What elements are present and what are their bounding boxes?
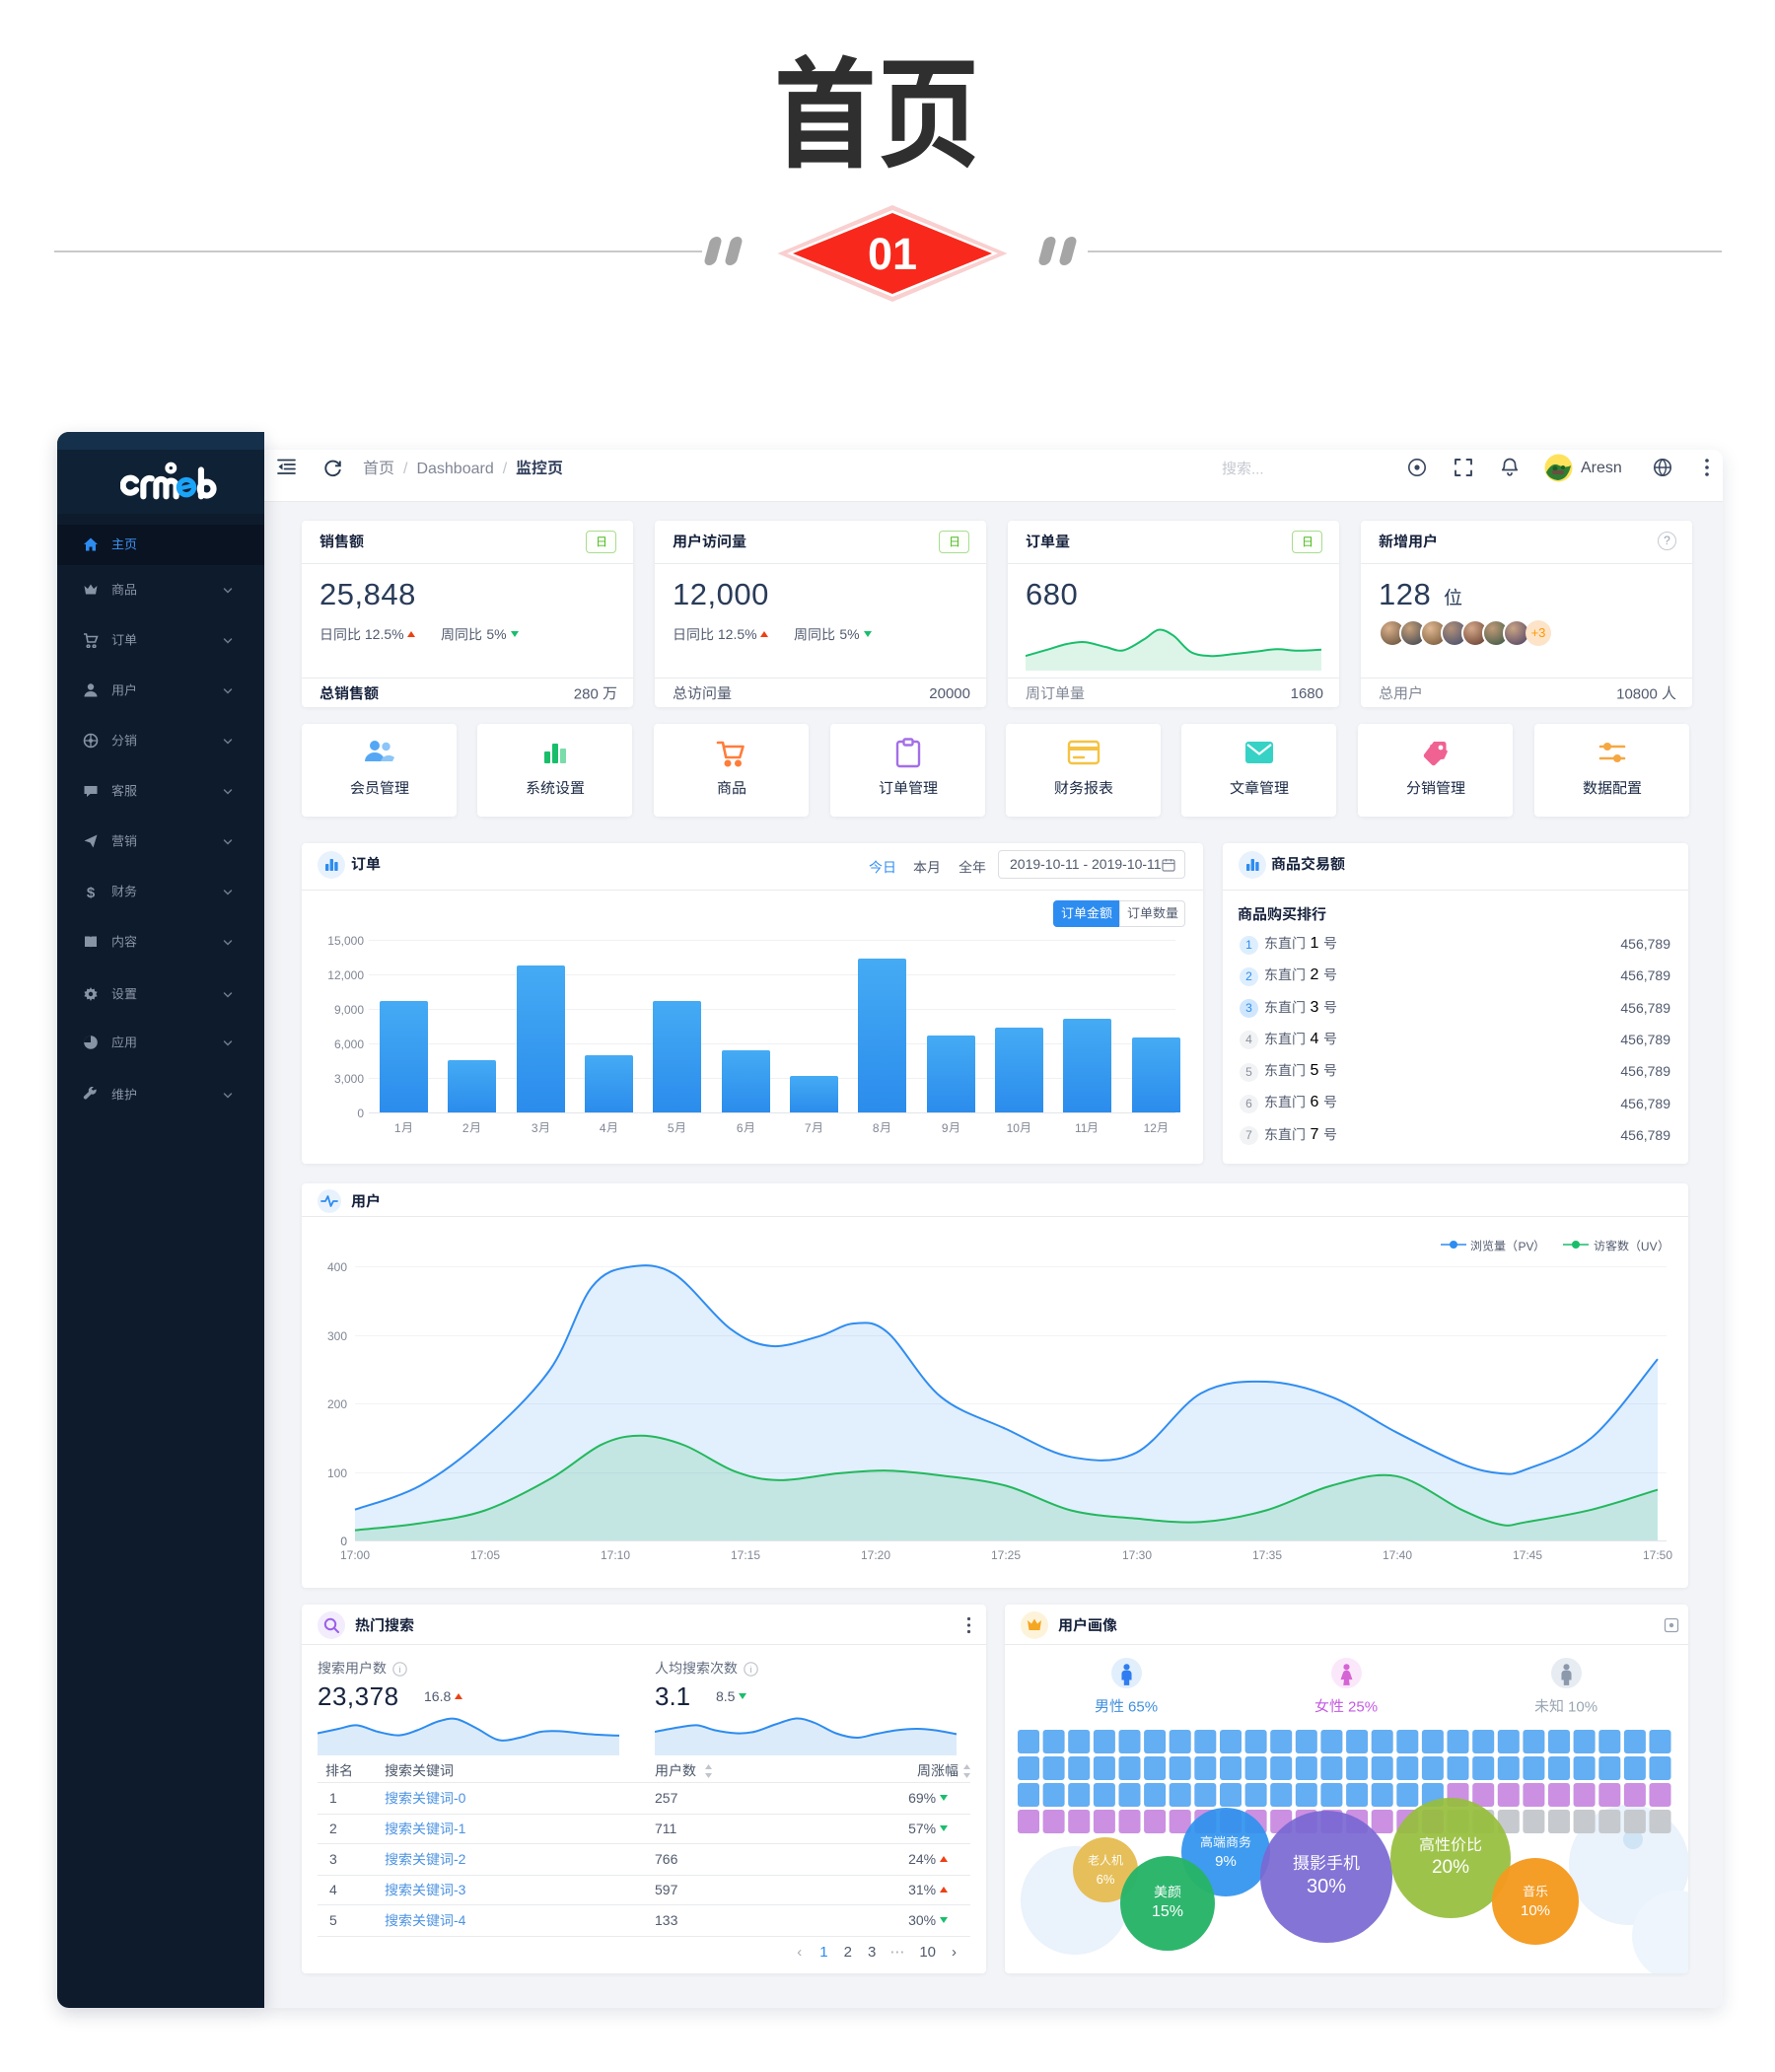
svg-text:$: $ xyxy=(87,885,96,899)
svg-text:01: 01 xyxy=(868,229,917,279)
svg-text:i: i xyxy=(399,1665,401,1675)
svg-text:i: i xyxy=(750,1665,752,1675)
